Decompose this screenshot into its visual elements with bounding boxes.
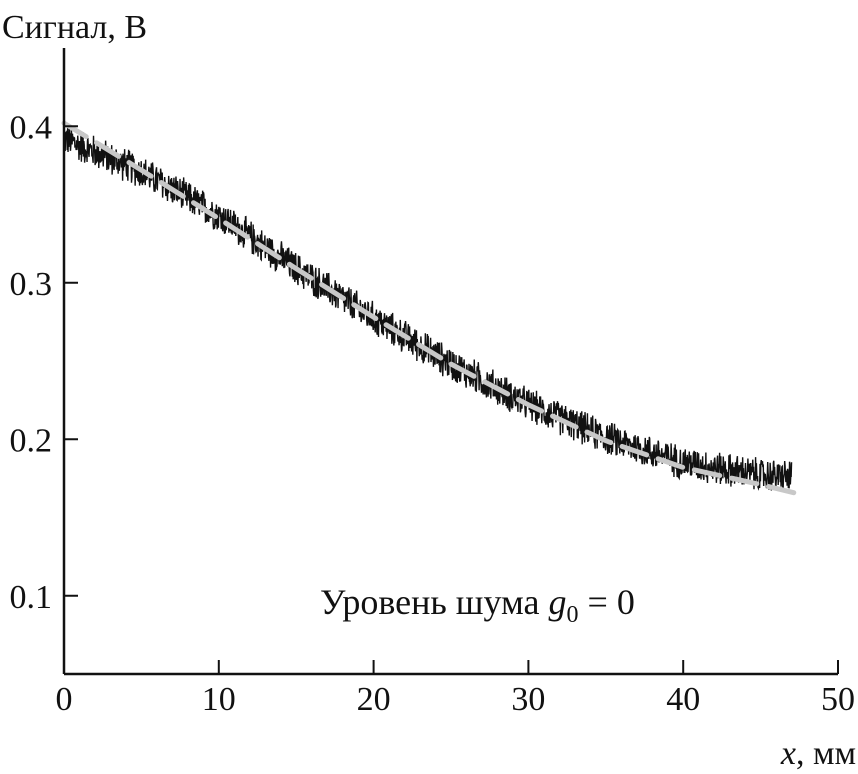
- x-tick-label: 50: [821, 681, 855, 718]
- series-noisy-signal: [63, 126, 793, 492]
- plot-area: [61, 120, 802, 497]
- y-axis-title: Сигнал, В: [2, 9, 147, 46]
- x-tick-label: 30: [511, 681, 545, 718]
- x-tick-label: 20: [357, 681, 391, 718]
- annotation-prefix: Уровень шума: [320, 582, 549, 622]
- y-tick-label: 0.2: [10, 422, 53, 459]
- y-tick-label: 0.1: [10, 579, 53, 616]
- annotation-subscript: 0: [567, 602, 579, 628]
- annotation-var: g: [549, 582, 567, 622]
- series-fit-dashed: [61, 120, 802, 497]
- ticks: 0 10 20 30 40 50 0.1 0.2 0.3 0.4: [10, 109, 856, 718]
- x-tick-label: 10: [202, 681, 236, 718]
- x-axis-title: x, мм: [780, 735, 856, 772]
- y-tick-label: 0.3: [10, 266, 53, 303]
- x-tick-label: 40: [666, 681, 700, 718]
- noise-annotation: Уровень шума g0 = 0: [320, 582, 635, 628]
- x-tick-label: 0: [56, 681, 73, 718]
- x-axis-var: x: [780, 735, 796, 772]
- x-axis-unit: , мм: [796, 735, 856, 772]
- y-tick-label: 0.4: [10, 109, 53, 146]
- annotation-suffix: = 0: [579, 582, 635, 622]
